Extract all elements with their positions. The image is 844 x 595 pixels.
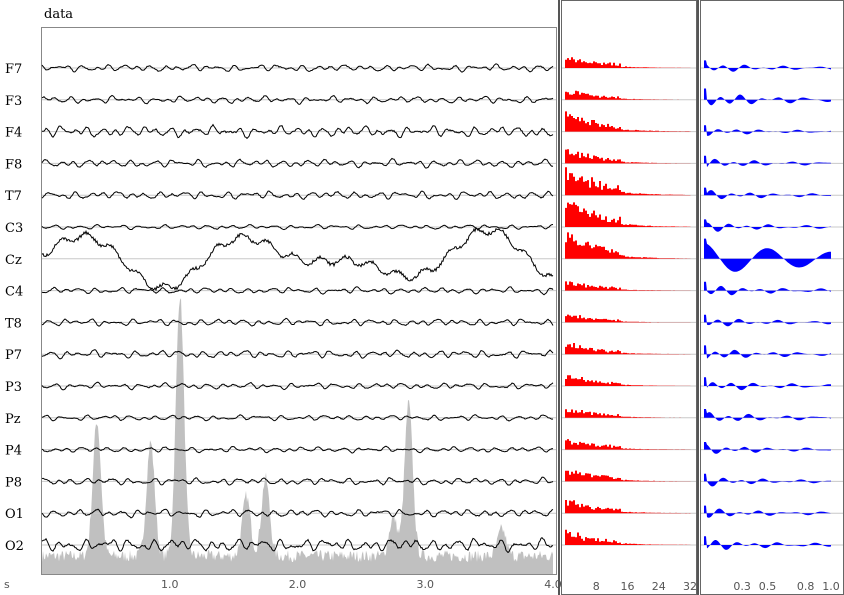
channel-label: P3 [5,380,22,395]
chart-title: data [44,7,73,22]
spectrum-C3 [565,202,691,227]
channel-label: T8 [5,316,22,331]
trace-F3 [41,94,554,105]
time-tick-label: 4.0 [544,578,562,591]
channel-label: O2 [5,539,24,554]
channel-label: C4 [5,285,23,300]
channel-label: F4 [5,126,22,141]
autocorr-Cz [704,232,831,272]
trace-O1 [41,508,554,519]
background-area [42,298,553,574]
autocorr-tick-label: 0.5 [759,580,777,593]
trace-F4 [41,123,554,140]
channel-label: Cz [5,253,22,268]
trace-P8 [41,476,554,486]
trace-P4 [41,445,554,454]
spectrum-P8 [565,470,691,482]
time-tick-label: 3.0 [417,578,435,591]
trace-C4 [41,286,554,296]
trace-F8 [41,157,554,169]
spectrum-O2 [565,529,691,545]
autocorr-C3 [704,201,831,232]
spectrum-P3 [565,375,691,386]
channel-label: P7 [5,348,22,363]
channel-label: F3 [5,94,22,109]
autocorr-Pz [704,391,831,421]
spectrum-F8 [565,149,691,164]
spectrum-F4 [565,111,691,132]
channel-label: F7 [5,62,22,77]
channel-label: P4 [5,444,22,459]
spectrum-O1 [565,500,691,514]
time-tick-label: 2.0 [289,578,307,591]
autocorr-F7 [704,42,831,72]
trace-T7 [41,190,554,200]
trace-Pz [41,414,554,422]
autocorr-P7 [704,328,831,359]
spectrum-F7 [565,57,691,68]
channel-label: C3 [5,221,23,236]
time-tick-label: 1.0 [161,578,179,591]
spectrum-C4 [565,281,691,291]
autocorr-panel [700,0,844,595]
trace-T8 [41,317,554,327]
time-unit-label: s [4,578,10,591]
autocorr-P4 [704,423,831,454]
trace-P7 [41,349,554,360]
spectrum-tick-label: 24 [652,580,666,593]
trace-C3 [41,223,554,231]
channel-label: T7 [5,189,22,204]
trace-O2 [41,537,553,554]
spectrum-P4 [565,439,691,450]
time-traces [41,63,554,554]
autocorr-tick-label: 1.0 [822,580,840,593]
spectrum-Cz [565,232,691,259]
spectrum-T7 [565,167,691,196]
spectrum-T8 [565,314,691,323]
channel-label: O1 [5,507,24,522]
spectra [565,57,691,545]
trace-P3 [41,381,554,391]
background-area-path [42,298,553,574]
autocorrelations [704,42,831,550]
channel-label: P8 [5,475,22,490]
autocorr-tick-label: 0.3 [733,580,751,593]
spectrum-F3 [565,90,691,100]
channel-label: F8 [5,157,22,172]
trace-Cz [41,226,554,292]
trace-F7 [41,63,554,73]
spectrum-Pz [565,409,691,418]
spectrum-tick-label: 8 [593,580,600,593]
spectrum-P7 [565,343,691,355]
channel-label: Pz [5,412,21,427]
time-series-panel [41,27,557,575]
axis-ticks: 1.0 2.0 3.0 4.0 8 16 24 32 0.3 0.5 0.8 1.0 [161,578,840,593]
spectrum-tick-label: 32 [683,580,697,593]
channel-labels: F7 F3 F4 F8 T7 C3 Cz C4 T8 P7 P3 Pz P4 P8 O1 O2 [5,62,24,554]
autocorr-tick-label: 0.8 [797,580,815,593]
spectrum-tick-label: 16 [621,580,635,593]
